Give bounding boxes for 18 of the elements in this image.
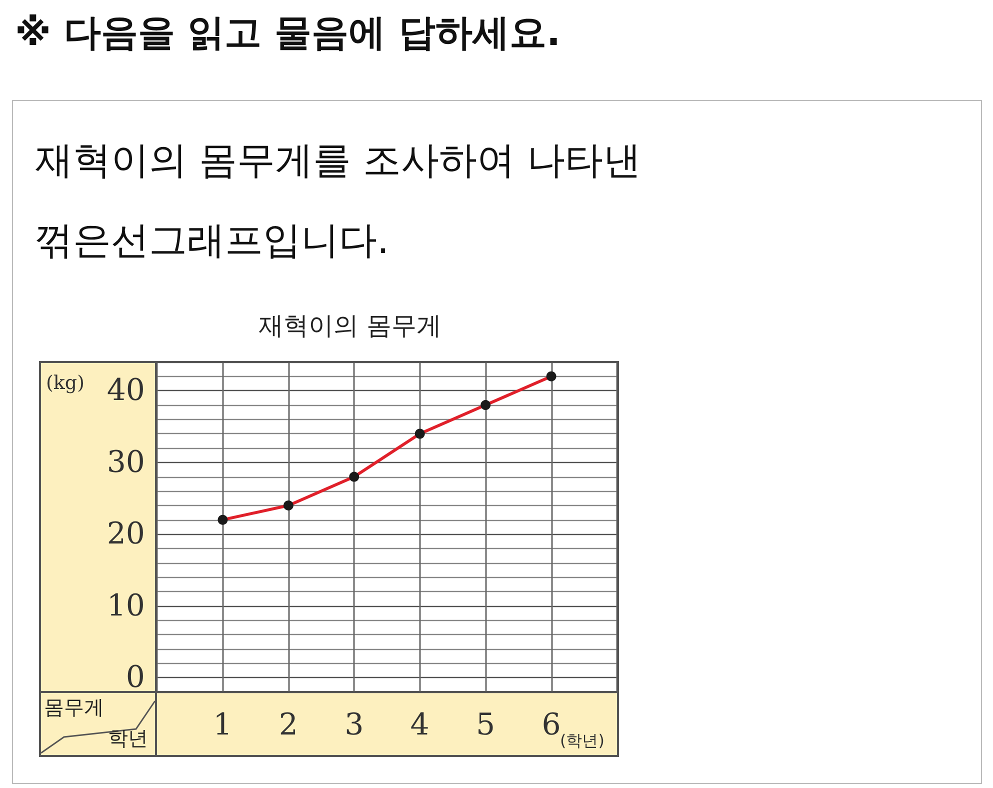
y-tick-label: 40 [106, 373, 145, 408]
y-tick-label: 30 [106, 444, 145, 480]
text: 학년 [108, 725, 148, 752]
y-tick-label: 20 [106, 516, 145, 552]
y-tick-label: 0 [126, 660, 145, 696]
y-tick-label: 10 [106, 588, 145, 624]
x-tick-label: 2 [278, 708, 298, 742]
text: 몸무게 [44, 694, 104, 721]
x-tick-label: 3 [344, 708, 364, 742]
chart-title: 재혁이의 몸무게 [258, 311, 442, 340]
x-tick-label: 5 [476, 708, 496, 742]
x-tick-label: 1 [213, 708, 232, 742]
x-tick-label: 6 [542, 708, 561, 742]
text: 재혁이의 몸무게를 조사하여 나타낸 꺾은선그래프입니다. [35, 137, 642, 264]
x-axis-title: (학년) [560, 731, 604, 752]
y-axis-title: (kg) [46, 372, 85, 394]
text: ※ 다음을 읽고 물음에 답하세요. [15, 10, 561, 56]
x-tick-label: 4 [410, 708, 430, 742]
